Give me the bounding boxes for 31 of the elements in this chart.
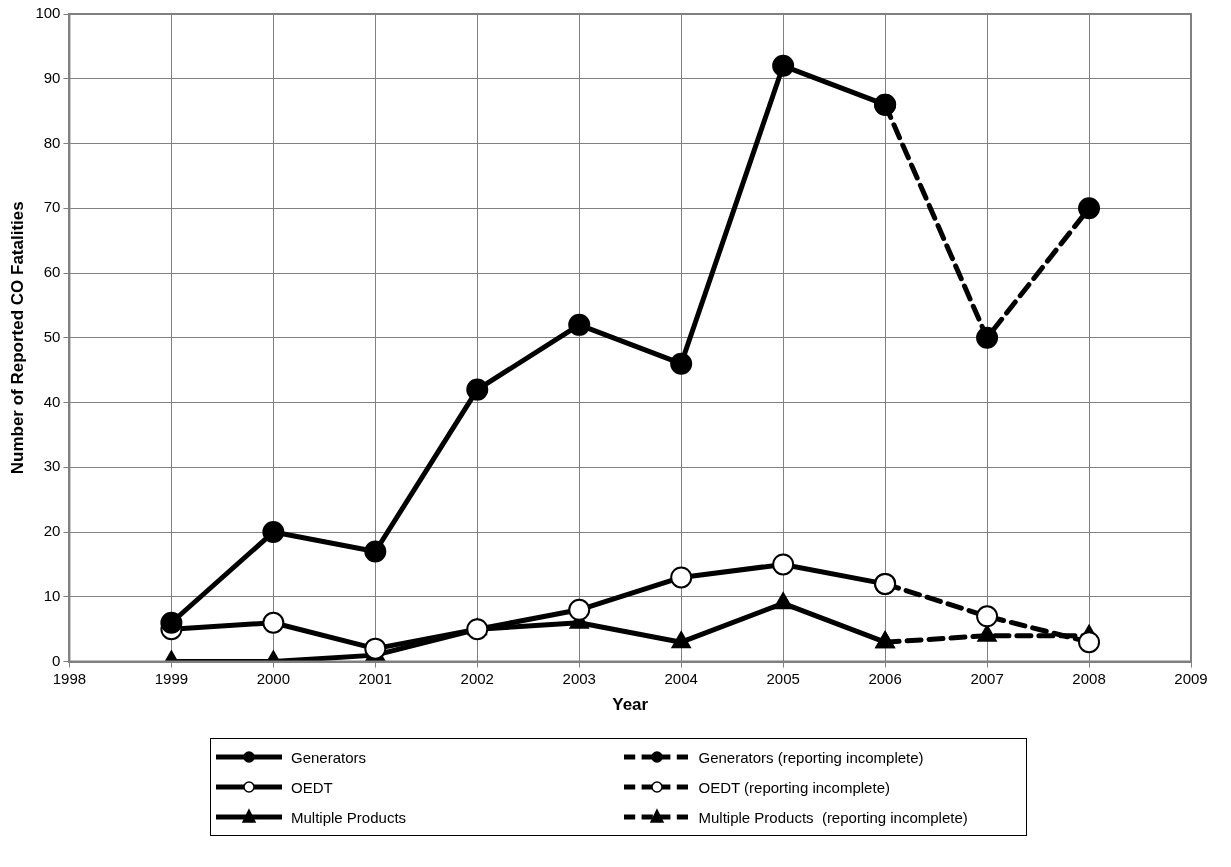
legend-label: OEDT xyxy=(291,778,333,796)
x-tick-label: 2000 xyxy=(256,669,291,687)
x-tick-label: 2002 xyxy=(460,669,494,687)
y-axis-title: Number of Reported CO Fatalities xyxy=(7,201,27,475)
x-tick-label: 2005 xyxy=(766,669,800,687)
y-tick-label: 60 xyxy=(43,263,61,281)
x-tick-label: 1998 xyxy=(52,669,87,687)
y-tick-label: 20 xyxy=(43,522,61,540)
y-tick-label: 90 xyxy=(43,68,61,86)
x-tick-label: 2006 xyxy=(868,669,902,687)
y-tick-label: 40 xyxy=(43,392,61,410)
x-tick-label: 2003 xyxy=(562,669,596,687)
legend-label: Multiple Products (reporting incomplete) xyxy=(698,808,968,826)
y-tick-label: 100 xyxy=(35,4,61,22)
x-tick-label: 2007 xyxy=(970,669,1004,687)
y-tick-label: 70 xyxy=(43,198,61,216)
y-tick-label: 80 xyxy=(43,133,61,151)
y-tick-label: 30 xyxy=(43,457,61,475)
y-tick-label: 0 xyxy=(52,651,61,669)
x-tick-label: 2001 xyxy=(358,669,392,687)
legend-label: OEDT (reporting incomplete) xyxy=(698,778,890,796)
y-tick-label: 10 xyxy=(43,586,61,604)
x-tick-label: 2008 xyxy=(1072,669,1106,687)
x-tick-label: 2009 xyxy=(1174,669,1208,687)
legend-label: Generators (reporting incomplete) xyxy=(698,748,924,766)
x-tick-label: 2004 xyxy=(664,669,698,687)
x-axis-title: Year xyxy=(612,695,649,715)
x-tick-label: 1999 xyxy=(154,669,189,687)
y-tick-label: 50 xyxy=(43,327,61,345)
legend-label: Multiple Products xyxy=(291,808,407,826)
legend-label: Generators xyxy=(291,748,367,766)
